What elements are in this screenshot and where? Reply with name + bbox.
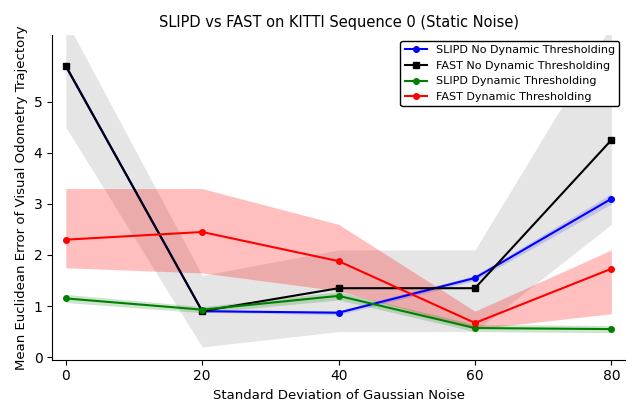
SLIPD No Dynamic Thresholding (607, 196, 615, 201)
Title: SLIPD vs FAST on KITTI Sequence 0 (Static Noise): SLIPD vs FAST on KITTI Sequence 0 (Stati… (159, 15, 518, 30)
FAST Dynamic Thresholding (335, 259, 342, 264)
SLIPD Dynamic Thresholding (198, 307, 206, 312)
FAST No Dynamic Thresholding (62, 63, 70, 68)
FAST No Dynamic Thresholding (607, 138, 615, 143)
SLIPD No Dynamic Thresholding (335, 310, 342, 315)
Line: SLIPD Dynamic Thresholding: SLIPD Dynamic Thresholding (63, 293, 614, 332)
Line: FAST Dynamic Thresholding: FAST Dynamic Thresholding (63, 229, 614, 326)
Legend: SLIPD No Dynamic Thresholding, FAST No Dynamic Thresholding, SLIPD Dynamic Thres: SLIPD No Dynamic Thresholding, FAST No D… (400, 41, 620, 106)
FAST No Dynamic Thresholding (471, 286, 479, 291)
FAST Dynamic Thresholding (198, 229, 206, 234)
Line: FAST No Dynamic Thresholding: FAST No Dynamic Thresholding (63, 63, 614, 314)
SLIPD Dynamic Thresholding (335, 294, 342, 299)
FAST No Dynamic Thresholding (198, 309, 206, 314)
Y-axis label: Mean Euclidean Error of Visual Odometry Trajectory: Mean Euclidean Error of Visual Odometry … (15, 25, 28, 370)
X-axis label: Standard Deviation of Gaussian Noise: Standard Deviation of Gaussian Noise (212, 389, 465, 402)
Line: SLIPD No Dynamic Thresholding: SLIPD No Dynamic Thresholding (63, 63, 614, 316)
FAST Dynamic Thresholding (62, 237, 70, 242)
FAST Dynamic Thresholding (607, 266, 615, 271)
SLIPD No Dynamic Thresholding (198, 309, 206, 314)
SLIPD Dynamic Thresholding (607, 327, 615, 332)
SLIPD Dynamic Thresholding (471, 326, 479, 331)
SLIPD No Dynamic Thresholding (62, 63, 70, 68)
SLIPD Dynamic Thresholding (62, 296, 70, 301)
FAST Dynamic Thresholding (471, 320, 479, 325)
FAST No Dynamic Thresholding (335, 286, 342, 291)
SLIPD No Dynamic Thresholding (471, 276, 479, 281)
